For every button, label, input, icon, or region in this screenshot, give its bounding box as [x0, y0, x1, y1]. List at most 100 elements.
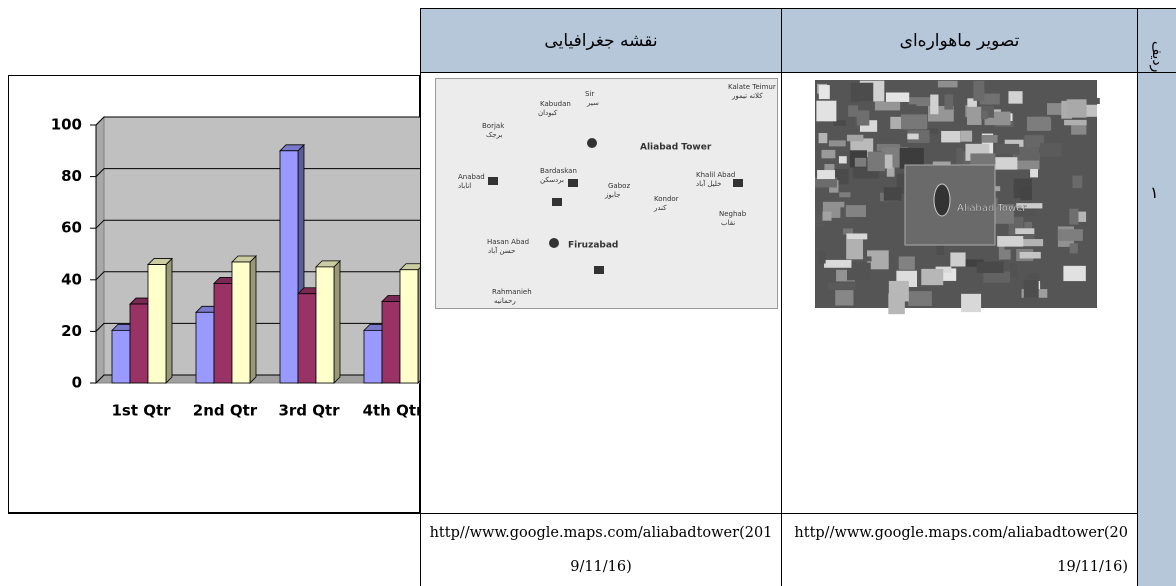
texture [1072, 211, 1087, 222]
map-label: Neghab [719, 210, 747, 218]
texture [856, 110, 870, 126]
texture [944, 94, 954, 110]
map-label: کندر [653, 204, 667, 212]
grid-line [95, 168, 420, 177]
map-label: سیر [586, 99, 599, 107]
road-marker [594, 266, 604, 274]
texture [874, 101, 901, 111]
texture [966, 106, 982, 125]
road-marker [568, 179, 578, 187]
texture [838, 156, 847, 164]
texture [815, 214, 824, 227]
texture [899, 147, 924, 169]
x-tick-label: 1st Qtr [111, 402, 171, 420]
map-label: Kondor [654, 195, 679, 203]
satellite-source: http//www.google.maps.com/aliabadtower(2… [794, 525, 1128, 575]
texture [1069, 208, 1079, 225]
texture [815, 177, 837, 188]
bar-side [417, 267, 420, 384]
map-pin [587, 138, 597, 148]
road-marker [552, 198, 562, 206]
map-pin [549, 238, 559, 248]
texture [960, 130, 973, 142]
texture [1057, 229, 1083, 241]
texture [1061, 100, 1072, 119]
y-tick-label: 100 [51, 116, 82, 134]
texture [1015, 228, 1035, 235]
texture [898, 256, 915, 270]
texture [828, 282, 856, 290]
map-label: Bardaskan [540, 167, 577, 175]
texture [979, 93, 1000, 105]
bar [147, 264, 167, 384]
texture [935, 266, 952, 273]
texture [970, 153, 996, 168]
texture [981, 110, 988, 120]
map-label: Anabad [458, 173, 485, 181]
texture [817, 170, 835, 180]
texture [843, 228, 853, 235]
texture [923, 128, 939, 134]
texture [867, 151, 885, 172]
map-label: Hasan Abad [487, 238, 529, 246]
texture [1016, 203, 1043, 209]
bar [363, 329, 383, 384]
texture [1066, 99, 1087, 118]
texture [847, 262, 871, 281]
texture [824, 259, 852, 268]
texture [848, 105, 859, 117]
map-label: رحمانیه [494, 297, 516, 305]
y-tick-label: 80 [61, 167, 82, 185]
texture [983, 271, 1011, 283]
bar [195, 311, 215, 384]
x-tick-label: 3rd Qtr [278, 402, 340, 420]
texture [821, 149, 836, 159]
texture [956, 148, 963, 169]
border [8, 513, 1137, 514]
texture [1026, 116, 1051, 131]
map-label: بردسکن [540, 176, 564, 184]
texture [1023, 279, 1039, 298]
map-label: Aliabad Tower [640, 143, 712, 153]
texture [833, 120, 847, 126]
bar [111, 329, 131, 384]
map-label: خلیل آباد [696, 179, 721, 188]
texture [888, 293, 905, 315]
texture [991, 204, 1014, 224]
map-label: Khalil Abad [696, 171, 735, 179]
texture [1040, 143, 1062, 157]
texture [1021, 239, 1044, 247]
bar [381, 301, 401, 384]
texture [1047, 103, 1064, 115]
satellite-texture: Aliabad Tower [815, 80, 1100, 315]
texture [883, 187, 902, 201]
border [781, 8, 782, 586]
map-label: Sir [585, 90, 594, 98]
map-label: نقاب [721, 219, 735, 227]
texture [1013, 145, 1040, 161]
texture [950, 252, 966, 267]
map-label: Gaboz [608, 182, 630, 190]
map-label: کبودان [538, 109, 558, 117]
bar [279, 150, 299, 384]
texture [1030, 169, 1038, 178]
texture [936, 243, 944, 255]
header-map: نقشه جغرافیایی [421, 9, 781, 72]
texture [1075, 97, 1100, 105]
texture [854, 157, 867, 167]
road-marker [488, 177, 498, 185]
texture [903, 104, 917, 111]
texture [1019, 251, 1041, 259]
bar [297, 293, 317, 384]
texture [819, 250, 826, 264]
texture [1063, 265, 1086, 282]
texture [859, 120, 878, 132]
map-label: جابوز [604, 191, 620, 199]
texture [1010, 263, 1017, 278]
texture [995, 143, 1020, 155]
texture [976, 261, 1004, 273]
texture [937, 80, 958, 88]
texture [816, 100, 837, 122]
bar [315, 266, 335, 384]
